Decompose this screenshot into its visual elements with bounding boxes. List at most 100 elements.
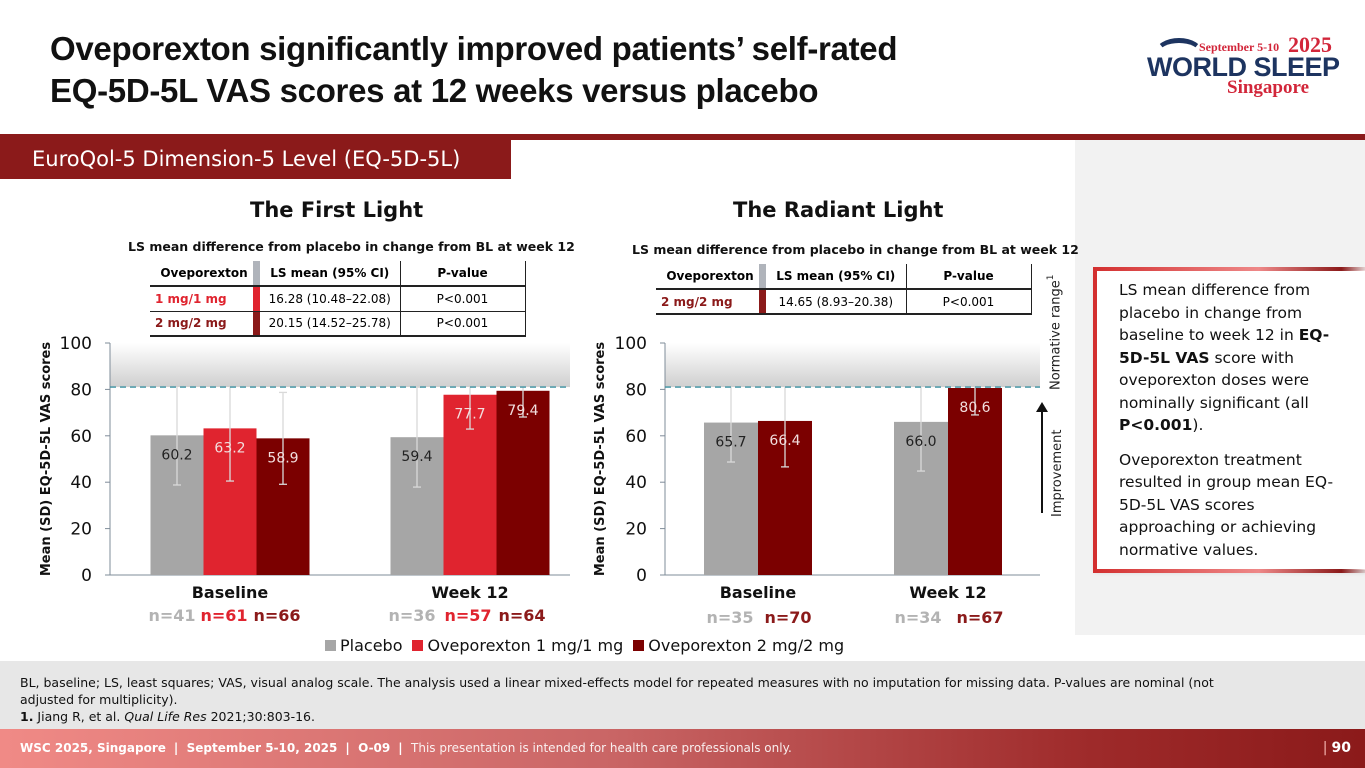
- footnote-band: [0, 661, 1365, 729]
- footer-disclaimer: This presentation is intended for health…: [411, 741, 792, 755]
- improvement-label: Improvement: [1050, 429, 1065, 517]
- row-dose: 2 mg/2 mg: [150, 311, 253, 337]
- logo-name: WORLD SLEEP: [1147, 52, 1340, 82]
- data-label: 80.6: [959, 400, 990, 416]
- footnote-reference: 1. Jiang R, et al. Qual Life Res 2021;30…: [20, 709, 315, 724]
- y-tick-label: 100: [615, 334, 647, 354]
- y-tick-label: 20: [70, 520, 92, 540]
- x-category-label: Baseline: [192, 583, 269, 602]
- data-label: 65.7: [715, 435, 746, 451]
- footnote-abbreviations: BL, baseline; LS, least squares; VAS, vi…: [20, 675, 1214, 707]
- y-tick-label: 40: [70, 473, 92, 493]
- y-tick-label: 40: [625, 473, 647, 493]
- slide-title-line1: Oveporexton significantly improved patie…: [50, 30, 898, 67]
- sample-size-label: n=67: [956, 608, 1003, 627]
- row-p-value: P<0.001: [400, 286, 526, 312]
- callout-paragraph-2: Oveporexton treatment resulted in group …: [1119, 450, 1334, 559]
- sample-size-label: n=70: [764, 608, 811, 627]
- legend-item-placebo: Placebo: [325, 636, 402, 655]
- legend-item-dose1: Oveporexton 1 mg/1 mg: [412, 636, 623, 655]
- column-separator: [253, 261, 260, 287]
- legend-label: Oveporexton 2 mg/2 mg: [648, 636, 845, 655]
- footnote: BL, baseline; LS, least squares; VAS, vi…: [20, 674, 1250, 725]
- logo-arc-icon: [1155, 38, 1203, 68]
- world-sleep-logo: September 5-10 2025 WORLD SLEEP Singapor…: [1145, 32, 1355, 102]
- sample-size-label: n=35: [706, 608, 753, 627]
- footer-bar: WSC 2025, Singapore | September 5-10, 20…: [0, 729, 1365, 768]
- logo-city: Singapore: [1227, 77, 1310, 98]
- y-axis-label: Mean (SD) EQ-5D-5L VAS scores: [39, 342, 54, 576]
- y-tick-label: 80: [625, 380, 647, 400]
- col-header-p-value: P-value: [906, 264, 1032, 290]
- normative-range-ref: 1: [1046, 274, 1056, 281]
- data-label: 59.4: [401, 449, 432, 465]
- table-row: 2 mg/2 mg 14.65 (8.93–20.38) P<0.001: [656, 289, 1032, 315]
- table-row: 2 mg/2 mg 20.15 (14.52–25.78) P<0.001: [150, 311, 526, 337]
- row-color-marker: [759, 289, 766, 315]
- sample-size-label: n=64: [498, 606, 545, 625]
- y-axis-label: Mean (SD) EQ-5D-5L VAS scores: [593, 342, 608, 576]
- footer-dates: September 5-10, 2025: [186, 741, 338, 755]
- section-tab: EuroQol-5 Dimension-5 Level (EQ-5D-5L): [0, 140, 511, 179]
- data-label: 63.2: [214, 440, 245, 456]
- data-label: 66.4: [769, 433, 800, 449]
- col-header-ls-mean: LS mean (95% CI): [766, 264, 907, 290]
- row-ls-mean: 14.65 (8.93–20.38): [766, 289, 907, 315]
- y-tick-label: 20: [625, 520, 647, 540]
- table-caption-first-light: LS mean difference from placebo in chang…: [128, 239, 575, 254]
- data-label: 60.2: [161, 447, 192, 463]
- row-color-marker: [253, 311, 260, 337]
- x-category-label: Week 12: [909, 583, 986, 602]
- legend-label: Oveporexton 1 mg/1 mg: [427, 636, 624, 655]
- footer-conference: WSC 2025, Singapore: [20, 741, 166, 755]
- col-header-p-value: P-value: [400, 261, 526, 287]
- row-ls-mean: 20.15 (14.52–25.78): [260, 311, 401, 337]
- normative-range-band: [110, 343, 570, 388]
- bar-dose2: [496, 390, 550, 575]
- key-findings-callout: LS mean difference from placebo in chang…: [1093, 267, 1365, 573]
- sample-size-label: n=34: [894, 608, 941, 627]
- row-p-value: P<0.001: [400, 311, 526, 337]
- col-header-ls-mean: LS mean (95% CI): [260, 261, 401, 287]
- header-divider: [0, 134, 1365, 140]
- improvement-arrow-icon: [1036, 402, 1048, 513]
- x-category-label: Week 12: [431, 583, 508, 602]
- legend-item-dose2: Oveporexton 2 mg/2 mg: [633, 636, 844, 655]
- legend-label: Placebo: [340, 636, 403, 655]
- row-dose: 1 mg/1 mg: [150, 286, 253, 312]
- ls-table-radiant-light: Oveporexton LS mean (95% CI) P-value 2 m…: [656, 264, 1032, 315]
- normative-range-band: [665, 343, 1040, 388]
- logo-dates: September 5-10: [1199, 40, 1280, 54]
- sample-size-label: n=41: [148, 606, 195, 625]
- column-separator: [759, 264, 766, 290]
- table-header-row: Oveporexton LS mean (95% CI) P-value: [656, 264, 1032, 290]
- y-tick-label: 60: [70, 427, 92, 447]
- callout-paragraph-1: LS mean difference from placebo in chang…: [1119, 281, 1330, 434]
- ls-table-first-light: Oveporexton LS mean (95% CI) P-value 1 m…: [150, 261, 526, 337]
- data-label: 77.7: [454, 407, 485, 423]
- table-row: 1 mg/1 mg 16.28 (10.48–22.08) P<0.001: [150, 286, 526, 312]
- sample-size-label: n=36: [388, 606, 435, 625]
- slide-title-line2: EQ-5D-5L VAS scores at 12 weeks versus p…: [50, 72, 819, 109]
- legend-swatch: [633, 640, 645, 651]
- table-caption-radiant-light: LS mean difference from placebo in chang…: [632, 242, 1079, 257]
- legend-swatch: [412, 640, 424, 651]
- table-header-row: Oveporexton LS mean (95% CI) P-value: [150, 261, 526, 287]
- study-title-first-light: The First Light: [250, 198, 424, 222]
- chart-legend: Placebo Oveporexton 1 mg/1 mg Oveporexton …: [325, 636, 844, 655]
- data-label: 66.0: [905, 434, 936, 450]
- sample-size-label: n=66: [253, 606, 300, 625]
- study-title-radiant-light: The Radiant Light: [733, 198, 944, 222]
- row-color-marker: [253, 286, 260, 312]
- sample-size-label: n=57: [444, 606, 491, 625]
- sample-size-label: n=61: [200, 606, 247, 625]
- data-label: 79.4: [507, 403, 538, 419]
- x-category-label: Baseline: [720, 583, 797, 602]
- y-tick-label: 60: [625, 427, 647, 447]
- col-header-dose: Oveporexton: [656, 264, 759, 290]
- y-tick-label: 0: [81, 566, 92, 586]
- legend-swatch: [325, 640, 336, 651]
- row-p-value: P<0.001: [906, 289, 1032, 315]
- y-tick-label: 0: [636, 566, 647, 586]
